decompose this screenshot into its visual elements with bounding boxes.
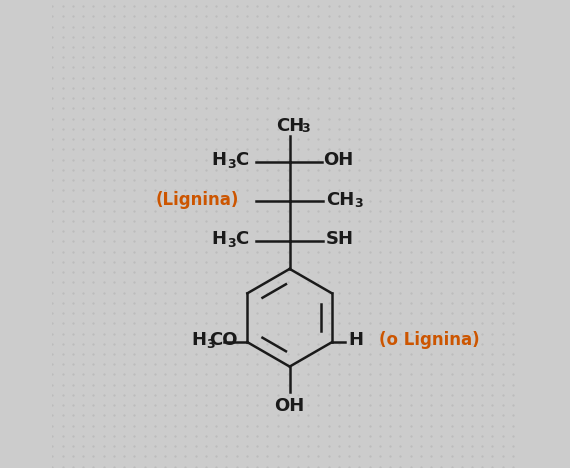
Text: 3: 3 [354,197,363,210]
Text: (o Lignina): (o Lignina) [380,331,480,349]
Text: H: H [349,331,364,349]
Text: OH: OH [275,397,305,415]
Text: H: H [191,331,206,349]
Text: 3: 3 [227,237,235,250]
Text: 3: 3 [302,122,310,135]
Text: 3: 3 [227,158,235,171]
Text: CH: CH [326,190,354,209]
Text: OH: OH [323,151,353,169]
Text: H: H [211,151,226,169]
Text: C: C [235,151,249,169]
Text: H: H [211,230,226,248]
Text: (Lignina): (Lignina) [156,190,239,209]
Text: SH: SH [326,230,354,248]
Text: CO: CO [209,331,238,349]
Text: 3: 3 [206,338,215,351]
Text: C: C [235,230,249,248]
Text: CH: CH [276,117,305,135]
